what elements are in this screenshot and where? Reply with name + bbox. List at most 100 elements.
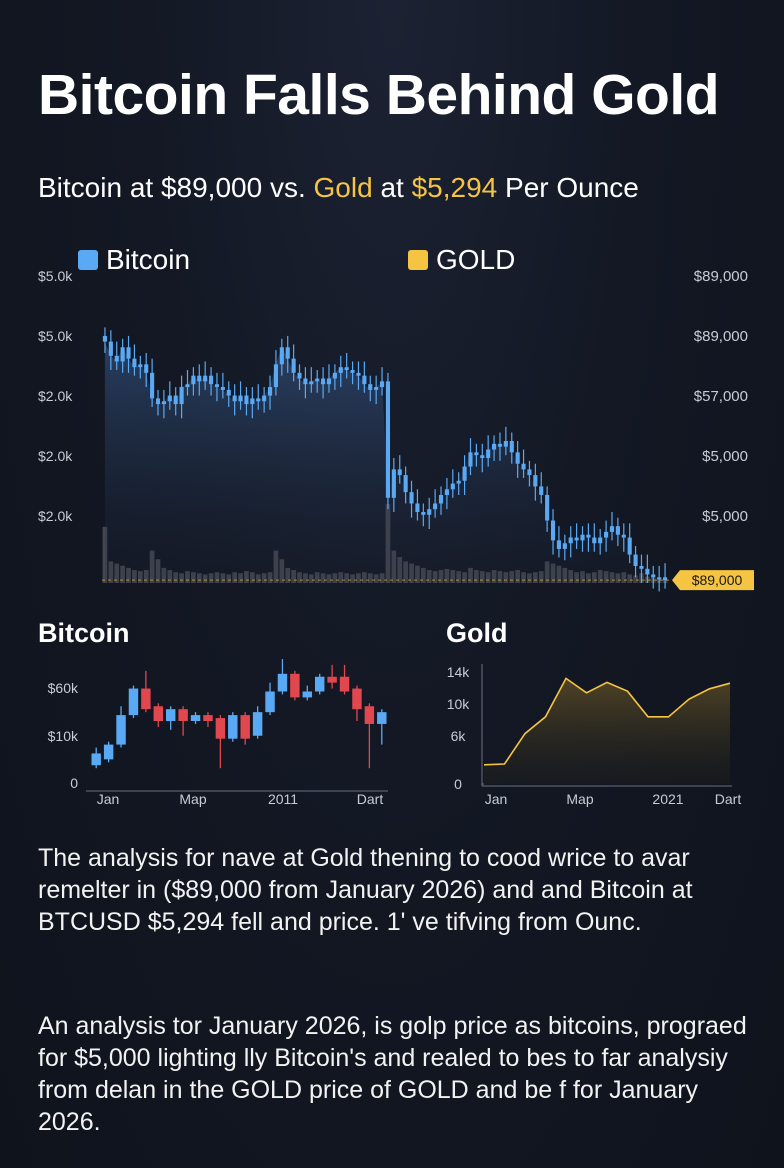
main-y-left-tick: $5.0k	[38, 268, 73, 284]
main-y-right-tick: $5,000	[702, 448, 748, 465]
bitcoin-small-chart: $60k $10k 0 Jan Map 2011 Dart	[48, 659, 388, 807]
candle-body	[450, 483, 455, 490]
candle-body	[185, 384, 190, 388]
candle-body	[273, 364, 278, 388]
candle-body	[144, 364, 149, 373]
legend-bitcoin-label: Bitcoin	[106, 244, 191, 275]
gold-y-tick: 0	[454, 776, 462, 792]
main-y-left-tick: $2.0k	[38, 448, 73, 464]
candle-body	[397, 469, 402, 476]
candle-body	[374, 387, 379, 390]
gold-y-tick: 6k	[451, 728, 467, 744]
candle-body	[315, 378, 320, 382]
subtitle-part-3: Per Ounce	[497, 172, 639, 203]
candle-body	[580, 534, 585, 541]
gold-x-tick: Jan	[485, 791, 508, 807]
candle-body	[285, 347, 290, 359]
candle-body	[462, 466, 467, 481]
btc-candle-body	[240, 715, 250, 739]
candle-body	[368, 384, 373, 390]
main-y-left-tick: $5.0k	[38, 328, 73, 344]
candle-body	[550, 520, 556, 541]
btc-candle-body	[153, 706, 164, 721]
candle-body	[627, 537, 632, 555]
btc-candle-body	[302, 691, 313, 698]
candle-body	[657, 577, 662, 580]
gold-chart-title: Gold	[446, 618, 508, 648]
btc-candle-body	[178, 709, 188, 721]
candle-body	[344, 367, 349, 370]
candle-body	[456, 480, 461, 484]
main-y-right-tick: $57,000	[694, 388, 748, 405]
page-subtitle: Bitcoin at $89,000 vs. Gold at $5,294 Pe…	[38, 172, 639, 204]
gold-area	[484, 678, 730, 784]
subtitle-gold-price: $5,294	[411, 172, 498, 203]
candle-body	[533, 475, 538, 487]
candle-body	[155, 398, 161, 405]
candle-body	[350, 370, 355, 373]
candle-body	[203, 375, 208, 382]
btc-candle-body	[228, 715, 238, 739]
candle-body	[645, 568, 650, 575]
btc-y-tick: $10k	[48, 728, 79, 744]
candle-body	[309, 381, 314, 385]
candle-body	[150, 372, 155, 399]
btc-x-tick: Dart	[357, 791, 384, 807]
candle-body	[651, 574, 656, 578]
btc-candle-body	[215, 718, 226, 739]
subtitle-part-1: Bitcoin at $89,000 vs.	[38, 172, 314, 203]
main-y-left-tick: $2.0k	[38, 508, 73, 524]
candle-body	[433, 503, 438, 510]
btc-candle-body	[141, 688, 151, 710]
analysis-paragraph-1: The analysis for nave at Gold thening to…	[38, 844, 693, 936]
candle-body	[609, 526, 615, 532]
candle-body	[527, 469, 532, 476]
candle-body	[191, 375, 196, 385]
candle-body	[114, 355, 119, 362]
main-chart: $5.0k $5.0k $2.0k $2.0k $2.0k $89,000 $89,000 $…	[38, 268, 754, 592]
btc-x-tick: Map	[179, 791, 206, 807]
btc-candle-body	[252, 712, 263, 736]
legend-gold: GOLD	[408, 244, 515, 276]
gold-x-tick: Dart	[715, 791, 742, 807]
main-y-right-tick: $89,000	[694, 328, 748, 345]
main-y-right-tick: $5,000	[702, 508, 748, 525]
candle-body	[232, 395, 237, 402]
candle-body	[297, 372, 302, 379]
candle-body	[492, 443, 497, 450]
analysis-paragraph-2: An analysis tor January 2026, is golp pr…	[38, 1012, 747, 1136]
candle-body	[486, 449, 491, 459]
candle-body	[415, 503, 420, 512]
candle-body	[173, 395, 178, 405]
candle-body	[503, 441, 508, 447]
candle-body	[126, 347, 131, 359]
candle-body	[321, 378, 326, 385]
subtitle-gold-word: Gold	[313, 172, 373, 203]
candle-body	[250, 398, 255, 405]
candle-body	[356, 372, 361, 376]
candle-body	[556, 540, 561, 549]
btc-candle-body	[314, 676, 325, 692]
gold-line	[483, 677, 731, 766]
btc-candle-body	[203, 715, 213, 721]
candle-body	[468, 452, 473, 467]
candle-body	[574, 537, 579, 541]
main-y-left-tick: $2.0k	[38, 388, 73, 404]
candle-body	[385, 381, 391, 498]
btc-candle-body	[116, 715, 126, 745]
candle-body	[262, 395, 267, 402]
candle-body	[592, 537, 597, 544]
candle-body	[444, 489, 449, 495]
candle-body	[303, 378, 308, 385]
btc-candle-body	[128, 688, 139, 716]
legend-gold-swatch	[408, 250, 428, 270]
page-title: Bitcoin Falls Behind Gold	[38, 63, 720, 127]
btc-candle-body	[265, 691, 275, 713]
btc-x-tick: 2011	[268, 791, 298, 807]
bitcoin-area	[104, 341, 666, 583]
candle-body	[509, 441, 514, 453]
candle-body	[102, 335, 108, 342]
gold-y-tick: 14k	[447, 664, 471, 680]
legend-bitcoin: Bitcoin	[78, 244, 190, 276]
candle-body	[167, 395, 172, 402]
